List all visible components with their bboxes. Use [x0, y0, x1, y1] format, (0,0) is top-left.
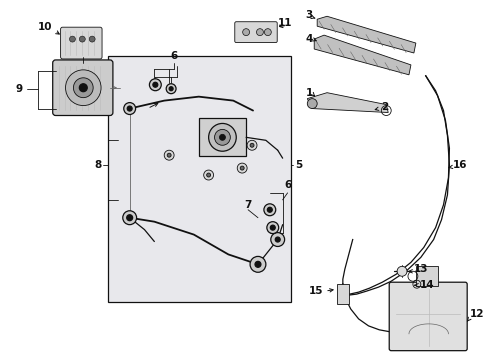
Circle shape — [270, 225, 275, 230]
Circle shape — [242, 29, 249, 36]
Circle shape — [164, 150, 174, 160]
Circle shape — [208, 123, 236, 151]
Bar — [336, 284, 348, 304]
Circle shape — [127, 106, 132, 111]
Text: 5: 5 — [295, 160, 302, 170]
Circle shape — [69, 36, 75, 42]
Text: 15: 15 — [308, 286, 323, 296]
Circle shape — [275, 237, 280, 242]
Circle shape — [214, 129, 230, 145]
Circle shape — [256, 29, 263, 36]
Text: 7: 7 — [244, 200, 251, 210]
Circle shape — [166, 84, 176, 94]
Circle shape — [264, 204, 275, 216]
Circle shape — [267, 207, 272, 212]
Circle shape — [306, 99, 317, 109]
Text: 10: 10 — [38, 22, 53, 32]
Circle shape — [266, 222, 278, 234]
Circle shape — [264, 29, 271, 36]
Bar — [198, 118, 245, 156]
Text: 9: 9 — [16, 84, 23, 94]
Circle shape — [89, 36, 95, 42]
Text: 6: 6 — [284, 180, 291, 190]
Circle shape — [240, 166, 244, 170]
Circle shape — [79, 36, 85, 42]
Bar — [415, 266, 437, 286]
Circle shape — [65, 70, 101, 105]
FancyBboxPatch shape — [53, 60, 113, 116]
Text: 4: 4 — [305, 34, 312, 44]
Circle shape — [246, 140, 257, 150]
Text: 1: 1 — [305, 88, 312, 98]
Polygon shape — [306, 93, 387, 113]
Circle shape — [270, 233, 284, 247]
Circle shape — [123, 103, 135, 114]
Circle shape — [126, 215, 132, 221]
Circle shape — [206, 173, 210, 177]
Circle shape — [249, 256, 265, 272]
Circle shape — [167, 153, 171, 157]
Text: 14: 14 — [419, 280, 433, 290]
Polygon shape — [314, 35, 410, 75]
FancyBboxPatch shape — [388, 282, 466, 351]
Text: 11: 11 — [278, 18, 292, 28]
Circle shape — [249, 143, 253, 147]
Circle shape — [169, 87, 173, 91]
Polygon shape — [317, 16, 415, 53]
Circle shape — [203, 170, 213, 180]
Circle shape — [237, 163, 246, 173]
FancyBboxPatch shape — [61, 27, 102, 59]
FancyBboxPatch shape — [234, 22, 277, 42]
Text: 13: 13 — [413, 264, 427, 274]
Circle shape — [79, 84, 87, 92]
Circle shape — [122, 211, 136, 225]
Circle shape — [396, 266, 406, 276]
Circle shape — [149, 79, 161, 91]
Text: 2: 2 — [381, 102, 388, 112]
Text: 16: 16 — [451, 160, 466, 170]
Circle shape — [254, 261, 261, 267]
Text: 6: 6 — [170, 51, 177, 61]
Bar — [108, 56, 290, 302]
Text: 3: 3 — [305, 10, 312, 20]
Circle shape — [73, 78, 93, 98]
Text: 8: 8 — [95, 160, 102, 170]
Circle shape — [153, 82, 158, 87]
Circle shape — [219, 134, 225, 140]
Text: 12: 12 — [469, 309, 484, 319]
